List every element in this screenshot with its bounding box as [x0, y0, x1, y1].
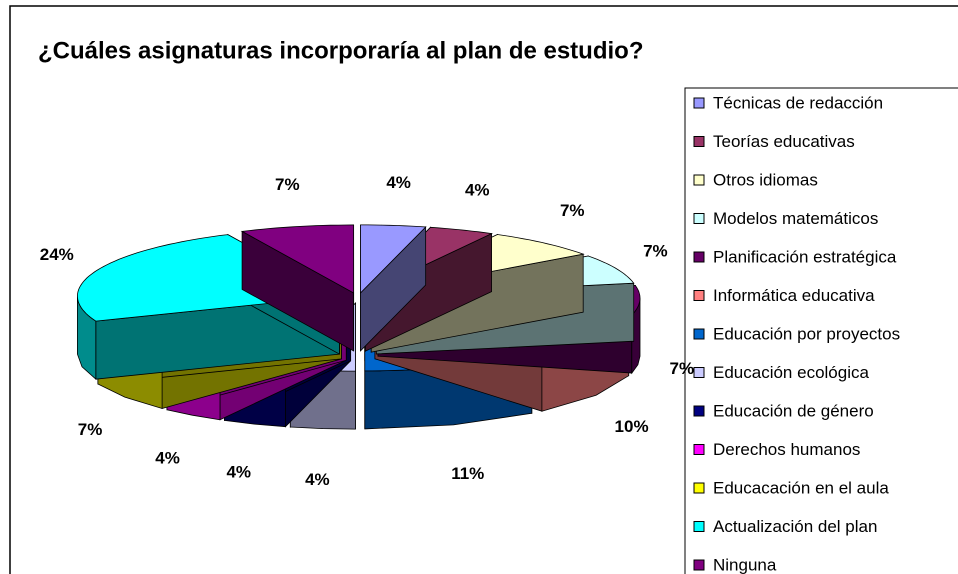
legend-label: Educacación en el aula: [713, 478, 889, 497]
data-label: 10%: [615, 417, 649, 436]
legend-label: Derechos humanos: [713, 440, 860, 459]
legend-swatch: [693, 444, 705, 455]
data-label: 4%: [465, 180, 490, 199]
data-label: 7%: [643, 242, 668, 261]
legend-label: Modelos matemáticos: [713, 209, 878, 228]
data-label: 24%: [40, 245, 74, 264]
legend-label: Técnicas de redacción: [713, 93, 883, 112]
slice: [240, 224, 355, 294]
legend-label: Otros idiomas: [713, 170, 818, 189]
legend-swatch: [693, 405, 705, 417]
legend-label: Educación ecológica: [713, 363, 869, 382]
legend-label: Informática educativa: [713, 286, 875, 305]
legend-label: Ninguna: [713, 555, 777, 574]
data-label: 11%: [451, 464, 484, 483]
legend-swatch: [693, 251, 705, 263]
legend-swatch: [693, 174, 705, 186]
data-label: 7%: [560, 201, 585, 220]
legend-label: Planificación estratégica: [713, 247, 897, 266]
data-label: 4%: [155, 449, 180, 468]
legend-swatch: [693, 328, 705, 340]
slice: [360, 224, 427, 294]
legend-swatch: [693, 482, 705, 494]
data-label: 4%: [305, 470, 330, 489]
legend-swatch: [693, 136, 705, 147]
legend-swatch: [693, 559, 705, 571]
data-label: 7%: [78, 420, 103, 439]
chart-title: ¿Cuáles asignaturas incorporaría al plan…: [38, 37, 643, 64]
data-label: 7%: [275, 175, 300, 194]
data-label: 4%: [386, 173, 411, 192]
legend-swatch: [693, 290, 705, 301]
legend-swatch: [693, 97, 705, 109]
legend-label: Teorías educativas: [713, 132, 855, 151]
legend-label: Educación de género: [713, 401, 874, 420]
legend-swatch: [693, 367, 705, 378]
data-label: 7%: [670, 359, 695, 378]
legend-label: Educación por proyectos: [713, 324, 900, 343]
legend-swatch: [693, 213, 705, 224]
pie: [76, 224, 641, 430]
legend-swatch: [693, 521, 705, 532]
legend-label: Actualización del plan: [713, 517, 877, 536]
data-label: 4%: [226, 463, 251, 482]
legend-box: [684, 87, 958, 574]
